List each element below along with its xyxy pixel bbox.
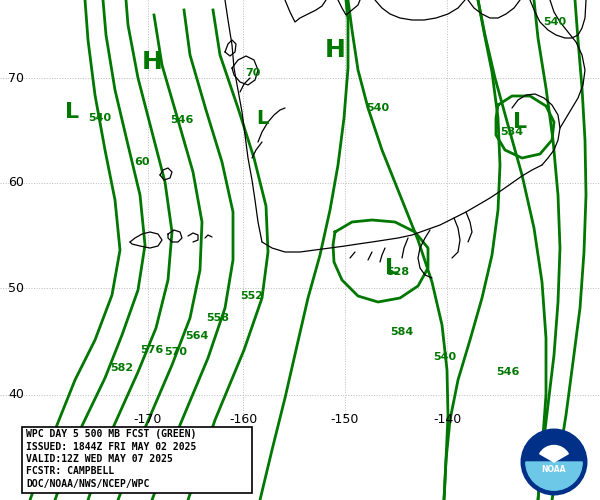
Text: H: H xyxy=(142,50,163,74)
Text: -150: -150 xyxy=(331,413,359,426)
Text: 582: 582 xyxy=(110,363,134,373)
Text: 540: 540 xyxy=(367,103,389,113)
Text: FCSTR: CAMPBELL: FCSTR: CAMPBELL xyxy=(26,466,114,476)
FancyBboxPatch shape xyxy=(22,427,252,493)
Text: H: H xyxy=(325,38,346,62)
Text: 528: 528 xyxy=(386,267,410,277)
Text: 50: 50 xyxy=(8,282,24,294)
Text: 70: 70 xyxy=(245,68,260,78)
Text: 40: 40 xyxy=(8,388,24,402)
Text: ISSUED: 1844Z FRI MAY 02 2025: ISSUED: 1844Z FRI MAY 02 2025 xyxy=(26,442,196,452)
Wedge shape xyxy=(526,434,582,462)
Text: -160: -160 xyxy=(229,413,257,426)
Text: L: L xyxy=(385,258,399,278)
Text: 584: 584 xyxy=(391,327,413,337)
Text: 60: 60 xyxy=(134,157,150,167)
Text: DOC/NOAA/NWS/NCEP/WPC: DOC/NOAA/NWS/NCEP/WPC xyxy=(26,479,149,489)
Text: 60: 60 xyxy=(8,176,24,190)
Text: L: L xyxy=(256,108,268,128)
Text: -140: -140 xyxy=(433,413,461,426)
Text: VALID:12Z WED MAY 07 2025: VALID:12Z WED MAY 07 2025 xyxy=(26,454,173,464)
Text: WPC DAY 5 500 MB FCST (GREEN): WPC DAY 5 500 MB FCST (GREEN) xyxy=(26,429,196,439)
Text: 546: 546 xyxy=(170,115,194,125)
Circle shape xyxy=(526,434,582,490)
Text: 576: 576 xyxy=(140,345,164,355)
Text: L: L xyxy=(65,102,79,122)
Text: 546: 546 xyxy=(496,367,520,377)
Text: NOAA: NOAA xyxy=(542,465,566,474)
Text: -170: -170 xyxy=(134,413,162,426)
Text: L: L xyxy=(513,112,527,132)
Text: 564: 564 xyxy=(185,331,209,341)
Circle shape xyxy=(524,432,584,492)
Text: 540: 540 xyxy=(544,17,566,27)
Text: 540: 540 xyxy=(88,113,112,123)
Text: 552: 552 xyxy=(241,291,263,301)
Wedge shape xyxy=(526,462,582,490)
Text: 558: 558 xyxy=(206,313,229,323)
Text: 534: 534 xyxy=(500,127,524,137)
Text: 540: 540 xyxy=(433,352,457,362)
Text: 570: 570 xyxy=(164,347,187,357)
Text: 70: 70 xyxy=(8,72,24,85)
Wedge shape xyxy=(540,446,568,462)
